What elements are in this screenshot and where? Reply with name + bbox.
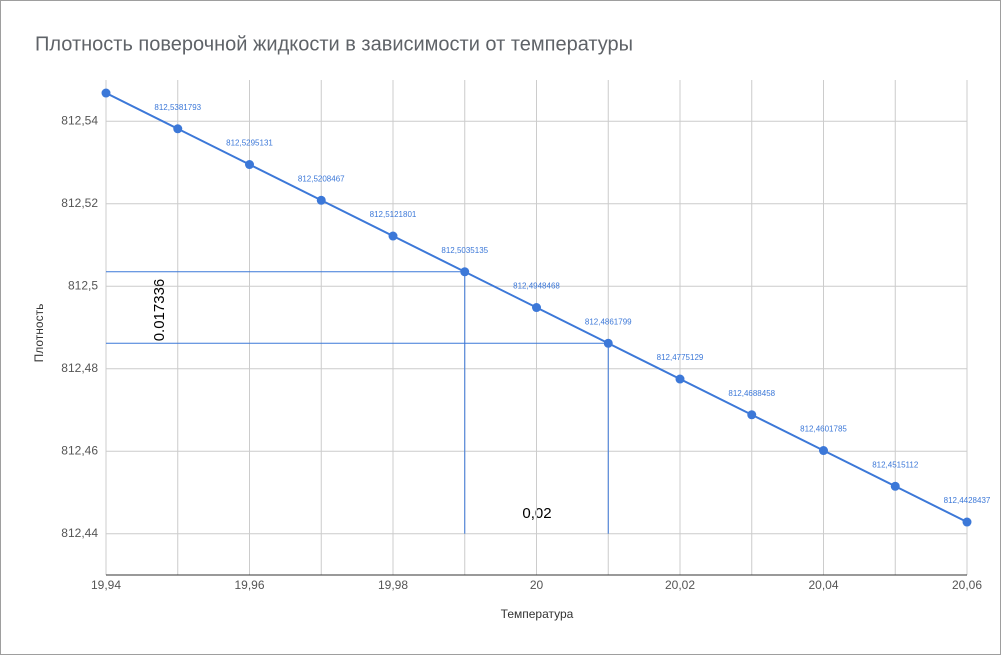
point <box>890 481 900 491</box>
y-axis-title: Плотность <box>32 304 46 363</box>
point <box>603 338 613 348</box>
y-tick-label: 812,52 <box>61 196 98 210</box>
point <box>819 446 828 456</box>
y-tick-label: 812,5 <box>68 278 98 292</box>
data-label: 812,5381793 <box>154 103 201 112</box>
x-tick-label: 19,94 <box>91 578 121 592</box>
data-label: 812,4601785 <box>800 425 847 434</box>
data-label: 812,5208467 <box>298 174 345 183</box>
x-tick-label: 19,96 <box>234 578 264 592</box>
data-label: 812,4688458 <box>728 389 775 398</box>
data-label: 812,4948468 <box>513 282 560 291</box>
y-tick-label: 812,48 <box>61 361 98 375</box>
point <box>173 124 183 134</box>
annotation: 0.017336 <box>151 279 168 342</box>
point <box>388 231 398 241</box>
x-tick-label: 19,98 <box>378 578 408 592</box>
data-label: 812,4515112 <box>872 460 919 469</box>
data-label: 812,5295131 <box>226 139 273 148</box>
y-tick-label: 812,46 <box>61 443 98 457</box>
y-tick-label: 812,44 <box>61 526 98 540</box>
x-tick-label: 20,02 <box>665 578 695 592</box>
data-label: 812,4775129 <box>657 353 704 362</box>
x-tick-label: 20 <box>530 578 544 592</box>
point <box>747 410 757 420</box>
point <box>675 374 685 384</box>
data-label: 812,4428437 <box>944 496 991 505</box>
data-label: 812,4861799 <box>585 317 632 326</box>
point <box>532 303 541 313</box>
point <box>460 267 470 277</box>
data-label: 812,5035135 <box>441 246 488 255</box>
point <box>245 160 254 170</box>
point <box>101 88 111 98</box>
point <box>962 517 972 527</box>
point <box>316 195 326 205</box>
x-tick-label: 20,04 <box>808 578 838 592</box>
data-label: 812,5121801 <box>370 210 417 219</box>
chart-title: Плотность поверочной жидкости в зависимо… <box>35 33 633 55</box>
y-tick-label: 812,54 <box>61 113 98 127</box>
x-tick-label: 20,06 <box>952 578 982 592</box>
x-axis-title: Температура <box>501 607 574 621</box>
